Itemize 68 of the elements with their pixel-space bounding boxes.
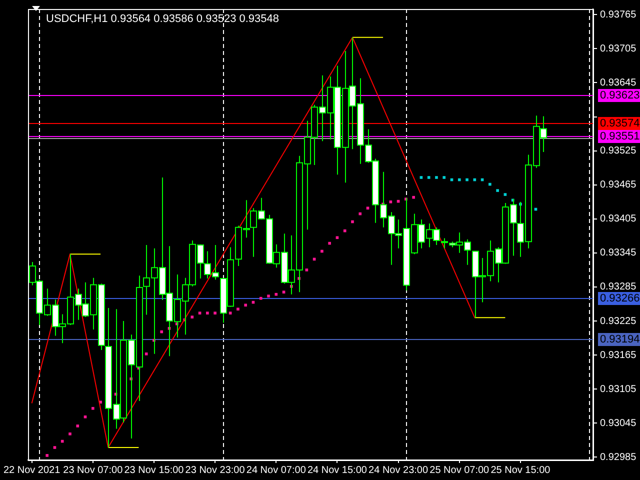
point xyxy=(442,176,446,179)
y-tick-label: 0.92985 xyxy=(600,452,637,463)
y-tick-label: 0.93225 xyxy=(600,316,637,327)
ref-line-label: 0.93194 xyxy=(600,334,640,346)
point xyxy=(427,176,430,179)
point xyxy=(68,432,72,436)
y-tick-label: 0.93465 xyxy=(600,180,637,191)
y-tick-label: 0.93765 xyxy=(600,9,637,20)
point xyxy=(504,193,507,196)
point xyxy=(336,236,339,240)
point xyxy=(76,424,80,428)
point xyxy=(236,308,240,311)
x-tick-label: 25 Nov 07:00 xyxy=(430,464,490,476)
x-tick-label: 22 Nov 2021 xyxy=(3,464,61,476)
point xyxy=(84,415,87,418)
point xyxy=(206,312,209,314)
y-tick-label: 0.93525 xyxy=(600,146,637,157)
point xyxy=(435,176,438,179)
point xyxy=(282,290,286,294)
x-tick-label: 23 Nov 07:00 xyxy=(63,464,124,476)
y-tick-label: 0.93345 xyxy=(600,248,637,259)
y-tick-label: 0.93705 xyxy=(600,43,637,54)
point xyxy=(466,178,468,182)
point xyxy=(473,178,476,182)
x-tick-label: 23 Nov 15:00 xyxy=(124,464,184,476)
point xyxy=(244,304,248,307)
point xyxy=(496,189,499,192)
point xyxy=(328,242,331,245)
chart-title: USDCHF,H1 0.93564 0.93586 0.93523 0.93548 xyxy=(46,13,280,26)
point xyxy=(351,220,354,224)
point xyxy=(389,200,392,204)
point xyxy=(60,440,64,443)
point xyxy=(343,229,346,232)
ref-line-label: 0.93266 xyxy=(600,292,640,305)
ref-line-label: 0.93551 xyxy=(600,130,640,143)
point xyxy=(420,176,423,179)
point xyxy=(305,268,308,272)
y-tick-label: 0.93285 xyxy=(600,282,637,293)
y-tick-label: 0.93105 xyxy=(600,384,637,395)
y-tick-label: 0.93045 xyxy=(600,418,637,429)
point xyxy=(358,212,362,216)
y-tick-label: 0.93165 xyxy=(600,350,637,361)
point xyxy=(320,250,324,253)
ref-line-label: 0.93574 xyxy=(600,118,640,130)
point xyxy=(190,316,194,318)
x-tick-label: 23 Nov 23:00 xyxy=(185,464,246,476)
point xyxy=(46,454,48,457)
ref-line-label: 0.93623 xyxy=(600,90,640,102)
point xyxy=(259,296,262,300)
point xyxy=(412,196,415,199)
point xyxy=(214,312,216,314)
point xyxy=(366,206,370,210)
point xyxy=(144,352,148,356)
point xyxy=(53,446,56,449)
point xyxy=(267,294,270,298)
point xyxy=(160,330,164,334)
point xyxy=(198,312,202,314)
x-tick-label: 24 Nov 15:00 xyxy=(307,464,368,476)
x-tick-label: 25 Nov 15:00 xyxy=(490,464,551,476)
point xyxy=(91,406,94,410)
x-tick-label: 24 Nov 07:00 xyxy=(246,464,306,476)
point xyxy=(228,312,232,314)
y-tick-label: 0.93645 xyxy=(600,78,637,88)
point xyxy=(488,182,492,186)
x-tick-label: 24 Nov 23:00 xyxy=(368,464,428,476)
y-tick-label: 0.93405 xyxy=(600,214,637,225)
point xyxy=(274,292,278,296)
point xyxy=(458,178,461,182)
